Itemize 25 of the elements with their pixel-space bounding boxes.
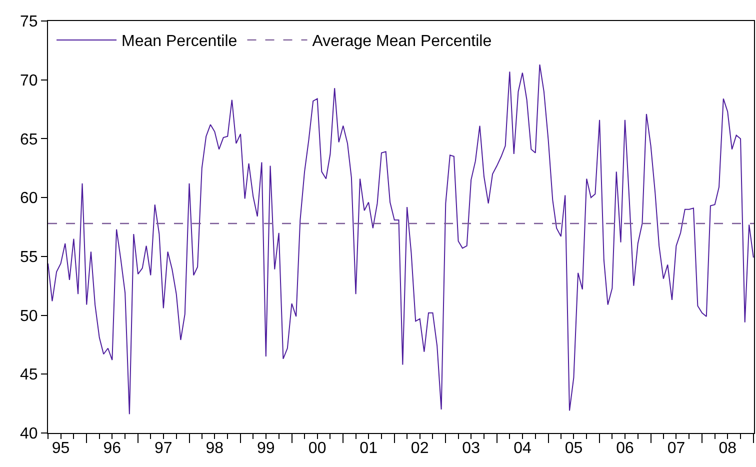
x-tick-label: 05 — [564, 440, 583, 458]
y-tick-label: 55 — [20, 249, 38, 266]
x-tick-label: 96 — [103, 440, 122, 458]
y-tick-label: 40 — [20, 426, 38, 443]
x-tick-label: 99 — [257, 440, 275, 458]
x-tick-label: 98 — [206, 440, 224, 458]
y-tick-label: 45 — [20, 366, 38, 384]
x-tick-label: 95 — [52, 440, 70, 458]
x-tick-label: 08 — [718, 440, 737, 458]
x-tick-label: 03 — [462, 440, 480, 458]
x-tick-label: 07 — [667, 440, 686, 458]
y-tick-label: 65 — [20, 131, 38, 148]
legend-label: Mean Percentile — [122, 33, 238, 50]
line-series — [48, 64, 754, 415]
x-tick-label: 01 — [360, 440, 378, 458]
y-tick-label: 75 — [20, 14, 38, 31]
x-tick-label: 02 — [410, 440, 429, 458]
x-tick-label: 06 — [616, 440, 634, 458]
y-tick-label: 70 — [20, 72, 38, 90]
legend-label: Average Mean Percentile — [312, 33, 492, 50]
x-tick-label: 00 — [308, 440, 326, 458]
y-tick-label: 60 — [20, 190, 38, 208]
x-tick-label: 04 — [514, 440, 532, 458]
x-tick-label: 97 — [154, 440, 172, 458]
y-tick-label: 50 — [20, 308, 38, 325]
